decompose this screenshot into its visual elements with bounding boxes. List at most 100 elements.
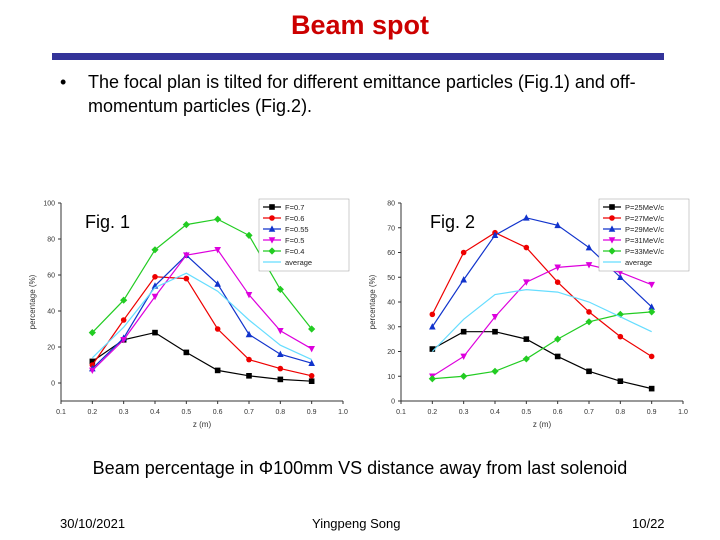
chart2-legend-marker	[608, 225, 616, 232]
chart2-data-point	[429, 311, 436, 318]
chart1-data-point	[183, 349, 190, 356]
chart2-data-point	[648, 385, 655, 392]
chart2-y-tick-label: 0	[391, 399, 395, 406]
chart1-data-point	[151, 246, 159, 254]
chart2-data-point	[522, 355, 530, 363]
chart2-legend-label: P=33MeV/c	[625, 247, 664, 256]
chart-fig1: 0.1 0.2 0.3 0.4 0.5 0.6 0.7 0.8 0.9 1.0 0 20 40 60 80 1…	[25, 195, 355, 435]
chart2-data-point	[523, 244, 530, 251]
chart1-legend-marker	[268, 247, 276, 255]
chart2-x-tick-label: 0.5	[521, 409, 531, 416]
chart1-data-point	[277, 365, 284, 372]
chart2-data-point	[491, 367, 499, 375]
chart2-y-tick-label: 10	[387, 374, 395, 381]
bullet-point: • The focal plan is tilted for different…	[60, 70, 680, 118]
chart2-data-point	[617, 273, 624, 281]
chart1-data-point	[277, 350, 284, 357]
chart1-legend-marker	[269, 215, 275, 221]
chart2-x-tick-label: 1.0	[678, 409, 688, 416]
chart-fig2-svg: 0.1 0.2 0.3 0.4 0.5 0.6 0.7 0.8 0.9 1.0 0 10 20 30 40 5…	[368, 198, 690, 429]
chart1-data-point	[89, 358, 96, 365]
chart2-legend-label: P=25MeV/c	[625, 203, 664, 212]
chart2-x-tick-label: 0.3	[459, 409, 469, 416]
chart2-series-line	[431, 289, 652, 352]
chart2-y-tick-label: 20	[387, 349, 395, 356]
chart2-data-point	[648, 308, 656, 316]
chart2-legend-marker	[609, 204, 615, 210]
chart2-series-line	[432, 311, 652, 380]
chart2-data-point	[585, 318, 593, 326]
chart1-x-tick-label: 0.5	[181, 409, 191, 416]
chart1-series-line	[91, 218, 313, 334]
chart2-data-point	[554, 353, 561, 360]
chart2-data-point	[554, 221, 561, 229]
chart1-series-line	[91, 331, 312, 382]
chart2-x-tick-label: 0.6	[553, 409, 563, 416]
bullet-text: The focal plan is tilted for different e…	[88, 72, 636, 116]
chart1-legend-label: F=0.5	[285, 236, 304, 245]
chart1-data-point	[214, 367, 221, 374]
chart1-data-point	[120, 317, 127, 323]
chart1-legend-label: F=0.6	[285, 214, 304, 223]
chart1-series-line	[91, 276, 312, 377]
chart1-data-point	[214, 215, 222, 223]
chart1-legend-label: F=0.7	[285, 203, 304, 212]
chart1-data-point	[276, 285, 284, 293]
chart1-data-point	[120, 337, 127, 344]
chart2-data-point	[648, 353, 655, 360]
chart1-y-tick-label: 80	[47, 237, 55, 244]
chart2-series-line	[432, 331, 652, 390]
chart1-data-point	[246, 356, 252, 363]
title-divider	[52, 53, 664, 60]
chart1-data-point	[277, 328, 284, 335]
chart2-data-point	[460, 328, 467, 335]
chart1-x-tick-label: 1.0	[338, 409, 348, 416]
chart2-data-point	[554, 335, 562, 343]
chart1-y-tick-label: 40	[47, 309, 55, 316]
chart1-data-point	[152, 329, 158, 336]
chart2-data-point	[648, 281, 655, 289]
chart2-y-tick-label: 70	[387, 225, 395, 232]
chart1-data-point	[245, 330, 253, 338]
chart2-y-tick-label: 60	[387, 250, 395, 257]
chart1-x-tick-label: 0.1	[56, 409, 66, 416]
chart1-data-point	[245, 231, 253, 239]
chart1-data-point	[214, 326, 221, 332]
chart1-data-point	[246, 373, 252, 379]
chart1-legend-marker	[268, 237, 276, 244]
chart1-y-axis-label: percentage (%)	[28, 274, 37, 329]
chart1-data-point	[214, 280, 221, 287]
chart1-data-point	[182, 221, 190, 229]
chart2-legend-label: average	[625, 258, 652, 267]
chart2-data-point	[491, 314, 499, 321]
chart2-y-tick-label: 40	[387, 300, 395, 307]
chart1-data-point	[308, 378, 315, 384]
chart2-data-point	[429, 323, 436, 330]
chart1-legend-marker	[268, 225, 276, 232]
chart2-legend-box	[598, 198, 690, 272]
chart2-data-point	[554, 264, 561, 271]
chart-fig2: 0.1 0.2 0.3 0.4 0.5 0.6 0.7 0.8 0.9 1.0 0 10 20 30 40 5…	[365, 195, 695, 435]
chart1-x-tick-label: 0.2	[87, 409, 97, 416]
chart1-data-point	[308, 346, 315, 353]
chart2-x-tick-label: 0.2	[427, 409, 437, 416]
chart1-x-tick-label: 0.3	[119, 409, 129, 416]
figure-caption: Beam percentage in Φ100mm VS distance aw…	[92, 458, 628, 478]
chart2-legend-label: P=27MeV/c	[625, 214, 664, 223]
chart2-legend-marker	[609, 215, 615, 221]
chart1-x-axis-label: z (m)	[193, 420, 212, 429]
chart2-data-point	[460, 372, 468, 380]
fig2-label: Fig. 2	[430, 212, 476, 232]
chart2-y-tick-label: 80	[387, 201, 395, 208]
chart2-data-point	[523, 336, 530, 342]
chart1-legend-marker	[269, 204, 275, 210]
chart2-data-point	[648, 303, 655, 310]
chart2-y-tick-label: 30	[387, 324, 395, 331]
chart1-y-tick-label: 20	[47, 345, 55, 352]
slide-title: Beam spot	[290, 10, 430, 40]
chart2-x-tick-label: 0.4	[490, 409, 500, 416]
chart1-data-point	[183, 252, 190, 259]
chart1-legend-label: F=0.55	[285, 225, 309, 234]
chart2-x-tick-label: 0.1	[396, 409, 406, 416]
chart1-data-point	[308, 325, 316, 333]
